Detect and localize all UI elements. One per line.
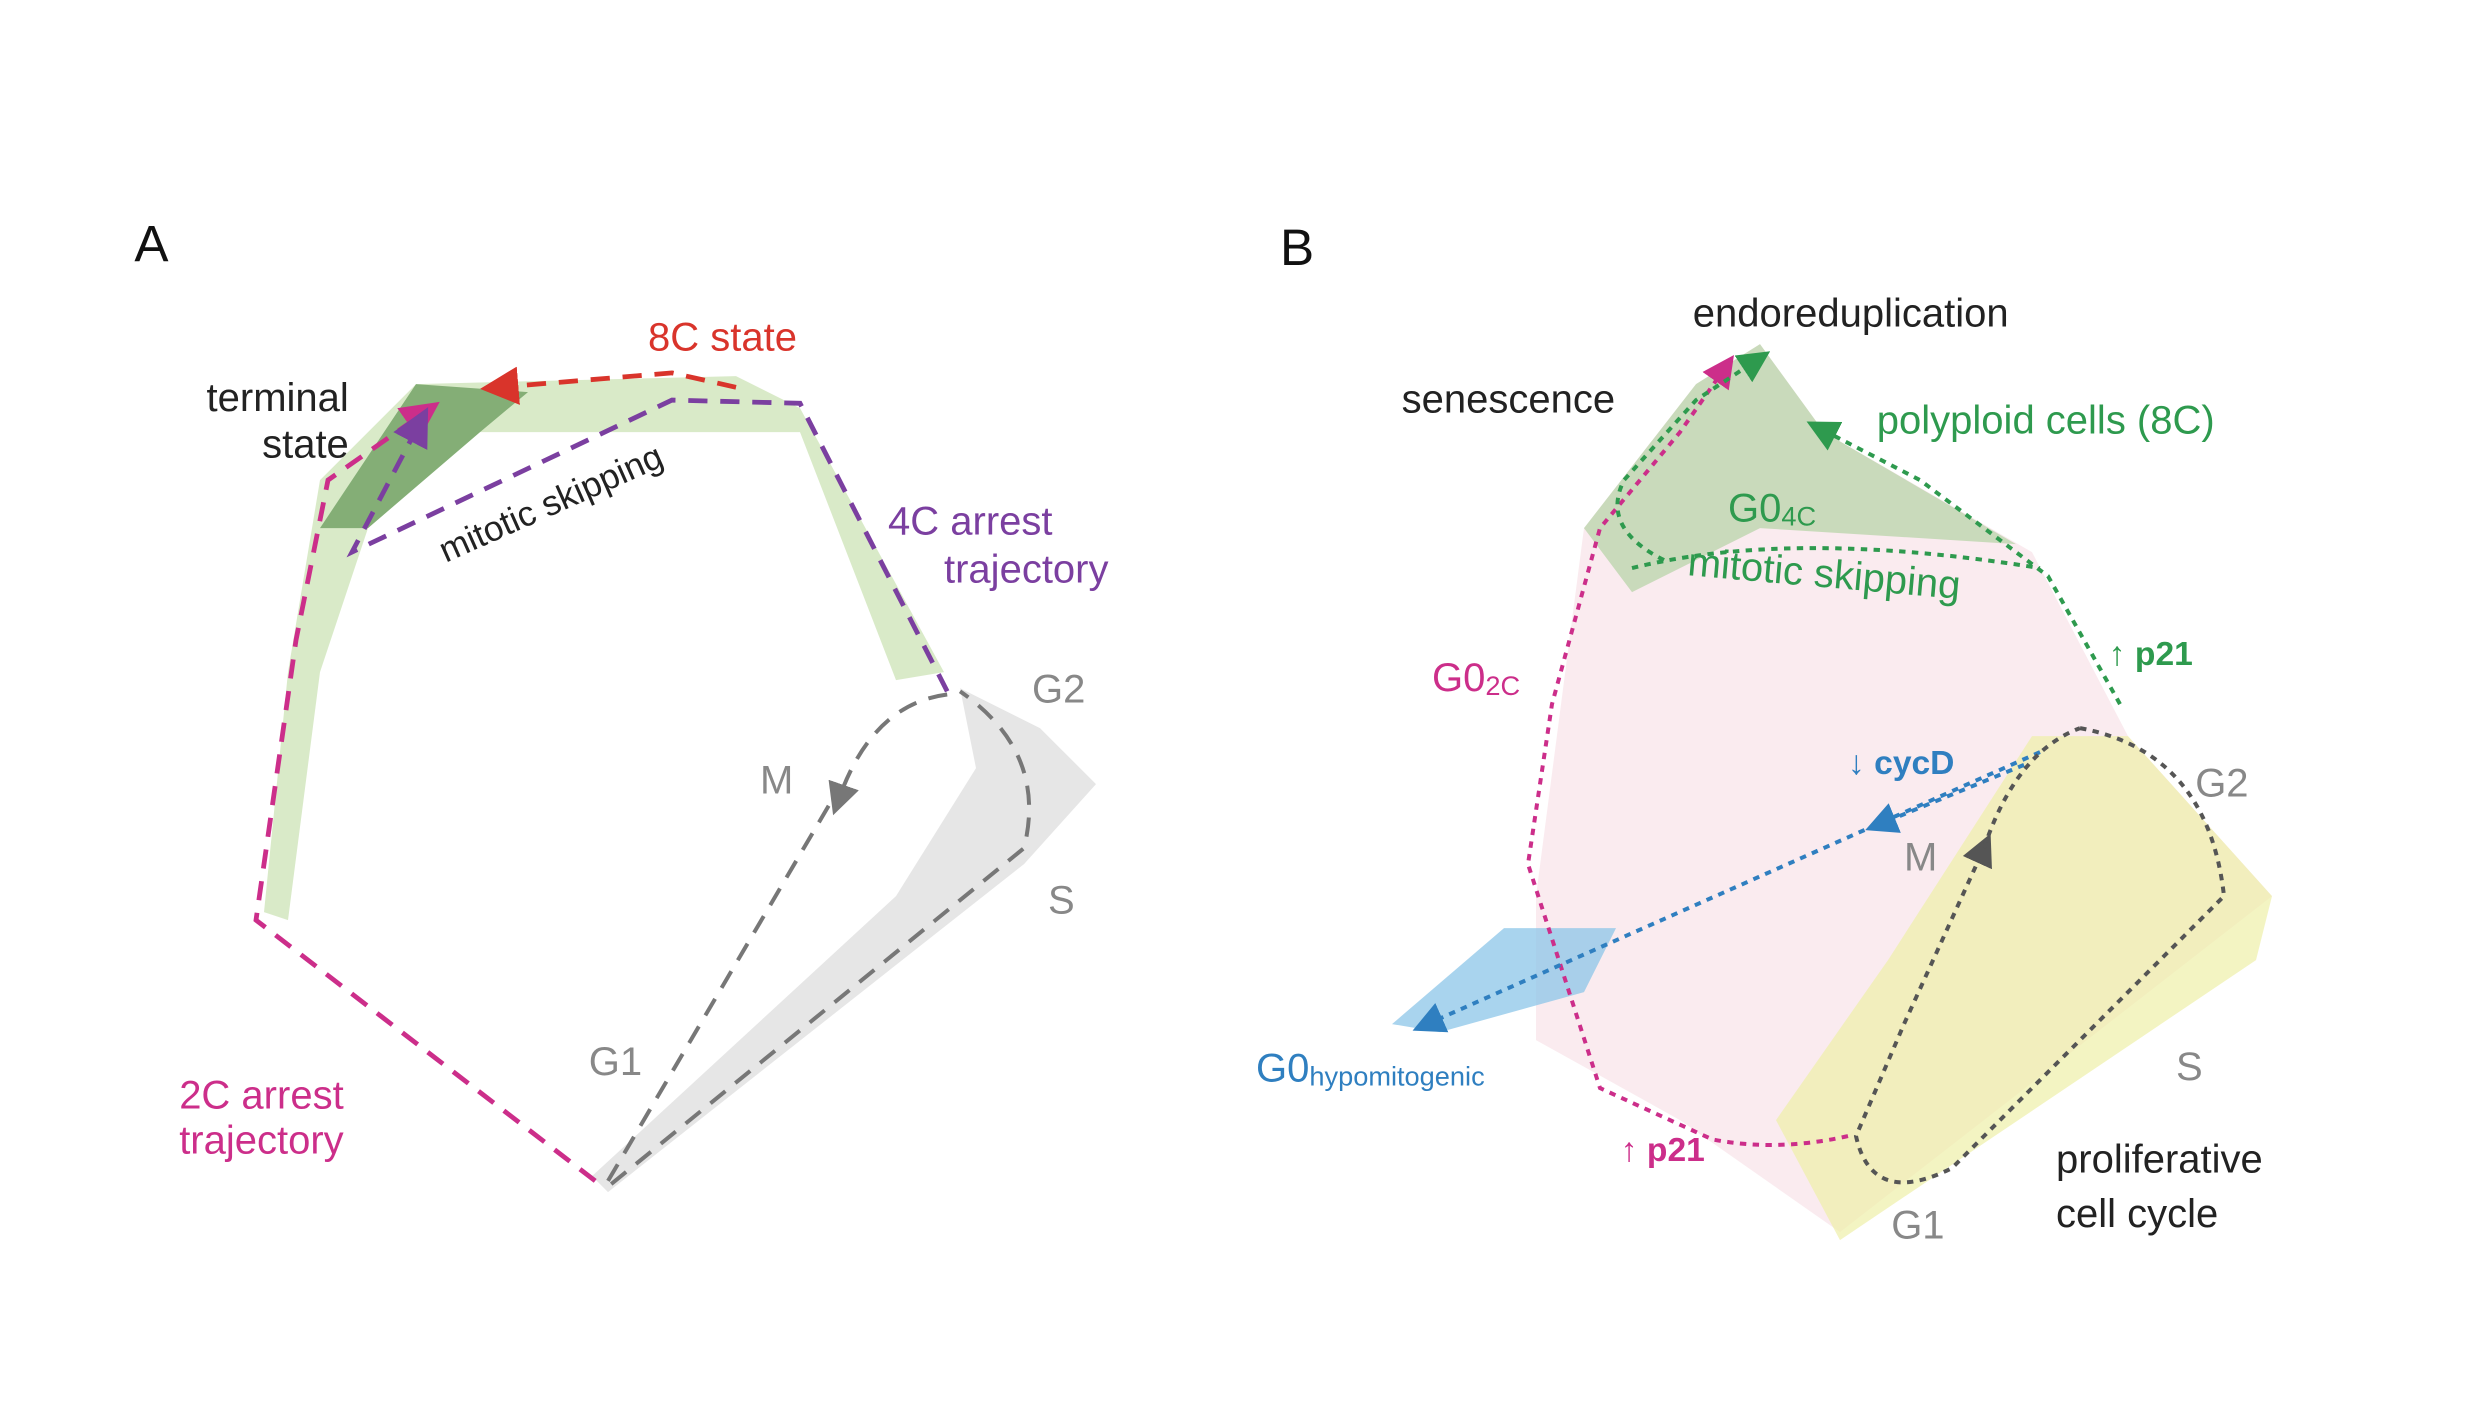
label: ↑ p21 [2109, 636, 2193, 673]
panel-a-clouds [264, 376, 1096, 1193]
label-text: polyploid cells (8C) [1877, 398, 2215, 442]
label: G1 [589, 1040, 642, 1084]
label-text: ↑ p21 [1621, 1132, 1705, 1169]
label-line: 2C arrest [179, 1073, 344, 1117]
label: 8C state [648, 315, 797, 359]
label-text: G1 [589, 1040, 642, 1084]
label-text: ↑ p21 [2109, 636, 2193, 673]
label-text: S [2176, 1044, 2203, 1088]
label: ↑ p21 [1621, 1132, 1705, 1169]
label: S [2176, 1044, 2203, 1088]
label: G1 [1891, 1203, 1944, 1247]
label-line: terminal [207, 376, 349, 420]
label: G2 [1032, 667, 1085, 711]
label-text: ↓ cycD [1848, 745, 1954, 782]
panel-letter: A [134, 216, 169, 273]
label-line: 4C arrest [888, 499, 1053, 543]
label: G02C [1432, 656, 1520, 702]
label-text: G0 [1728, 486, 1781, 530]
label-line: proliferative [2056, 1137, 2263, 1181]
label-text: 8C state [648, 315, 797, 359]
panel-a-trajectories [253, 366, 1032, 1186]
label-subscript: hypomitogenic [1309, 1061, 1484, 1092]
label-text: G1 [1891, 1203, 1944, 1247]
label-text: G2 [1032, 667, 1085, 711]
label: G0hypomitogenic [1256, 1046, 1485, 1092]
label: S [1048, 878, 1075, 922]
label: endoreduplication [1693, 291, 2009, 335]
label-text: G0 [1432, 656, 1485, 700]
label-text: senescence [1402, 377, 1615, 421]
label-line: cell cycle [2056, 1192, 2218, 1236]
label-text: endoreduplication [1693, 291, 2009, 335]
panel-b-clouds [1392, 344, 2272, 1241]
label-text: S [1048, 878, 1075, 922]
panel-b-trajectories [1412, 351, 2227, 1185]
label-text: M [1904, 835, 1937, 879]
label: 2C arrest trajectory [179, 1073, 344, 1162]
label-subscript: 4C [1781, 501, 1816, 532]
label: ↓ cycD [1848, 745, 1954, 782]
label: senescence [1402, 377, 1615, 421]
label-line: trajectory [944, 547, 1109, 591]
label: M [1904, 835, 1937, 879]
label-text: M [760, 758, 793, 802]
label: G2 [2195, 761, 2248, 805]
label: terminal state [207, 376, 349, 466]
label: 4C arrest trajectory [888, 499, 1109, 591]
label: proliferative cell cycle [2056, 1137, 2263, 1235]
label-subscript: 2C [1485, 670, 1520, 701]
label: polyploid cells (8C) [1877, 398, 2215, 442]
label-line: state [262, 422, 349, 466]
label-text: G0 [1256, 1046, 1309, 1090]
label-text: G2 [2195, 761, 2248, 805]
label: M [760, 758, 793, 802]
label: G04C [1728, 486, 1816, 532]
panel-letter: B [1280, 219, 1314, 276]
label-line: trajectory [179, 1118, 344, 1162]
